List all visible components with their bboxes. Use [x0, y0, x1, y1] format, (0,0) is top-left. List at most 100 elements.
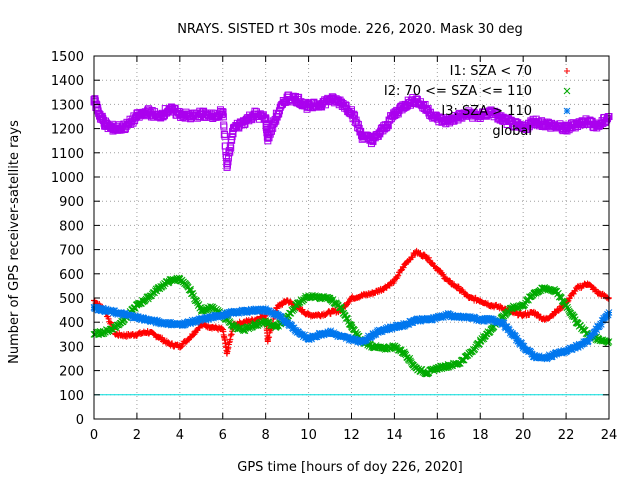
series-0-cloud-point [534, 311, 541, 318]
series-1-data-point [487, 326, 495, 333]
series-1-data-point [348, 323, 355, 331]
y-tick-label: 400 [59, 316, 84, 331]
series-3-data-point [122, 122, 130, 130]
legend-entry-marker [563, 87, 571, 95]
series-1-cloud-point [604, 339, 612, 347]
x-axis-label: GPS time [hours of doy 226, 2020] [237, 460, 462, 475]
series-3-data-point [251, 110, 259, 118]
series-1-data-point [391, 343, 398, 350]
series-1-cloud-point [486, 328, 494, 336]
series-2-data-point [358, 338, 366, 345]
y-tick-label: 1400 [51, 74, 84, 89]
series-0-data-point [123, 332, 130, 339]
series-1-cloud-point [290, 306, 298, 314]
series-1-data-point [369, 343, 377, 350]
y-axis-label: Number of GPS receiver-satellite rays [7, 120, 22, 364]
series-2-data-point [326, 328, 334, 336]
series-0-data-point [251, 316, 258, 323]
series-2-data-point [412, 316, 420, 324]
x-tick-label: 10 [300, 428, 317, 443]
series-3-data-point [487, 108, 495, 116]
series-1-data-point [187, 287, 194, 295]
series-3-data-point [380, 125, 388, 133]
series-2-data-point [197, 316, 205, 324]
series-0-data-point [133, 331, 140, 338]
series-2-cloud-point [202, 316, 210, 324]
series-1-data-point [562, 301, 570, 309]
x-tick-label: 2 [133, 428, 141, 443]
series-0-cloud-point [105, 315, 112, 322]
series-2-cloud-point [107, 306, 115, 314]
series-3-data-point [541, 120, 549, 128]
series-1-cloud-point [472, 343, 480, 351]
series-1-data-point [594, 335, 602, 343]
series-2-cloud-point [500, 319, 508, 327]
series-3-data-point [562, 125, 570, 133]
series-0-cloud-point [439, 271, 446, 278]
series-3-data-point [594, 122, 602, 130]
series-3-data-point [240, 117, 248, 125]
series-2-cloud-point [515, 338, 522, 345]
series-0-data-point [273, 304, 280, 311]
series-2-data-point [240, 307, 248, 315]
series-0-cloud-point [394, 273, 401, 280]
series-0-data-point [595, 290, 602, 297]
series-3-data-point [573, 120, 581, 128]
series-1-data-point [315, 294, 323, 302]
series-2-cloud-point [513, 334, 521, 342]
series-2-data-point [337, 333, 345, 341]
series-1-data-point [455, 359, 463, 367]
series-2 [90, 303, 613, 363]
series-2-data-point [294, 328, 302, 336]
series-3-data-point [264, 134, 272, 142]
series-3-data-point [176, 110, 184, 118]
series-2-data-point [369, 330, 377, 338]
series-0-cloud-point [266, 334, 273, 341]
series-2-data-point [165, 320, 173, 327]
series-3-data-point [530, 117, 538, 125]
series-1-data-point [294, 299, 302, 307]
series-1-data-point [541, 284, 548, 292]
y-tick-label: 300 [59, 340, 84, 355]
series-3-data-point [337, 98, 345, 106]
series-3-data-point [433, 115, 441, 123]
series-2-data-point [273, 311, 280, 319]
series-2-data-point [208, 314, 216, 321]
series-1-data-point [466, 350, 473, 358]
series-1-data-point [401, 350, 409, 358]
series-3-cloud-point [603, 115, 611, 123]
series-1-data-point [380, 345, 388, 353]
series-3-cloud-point [354, 120, 362, 128]
series-3-cloud-point [228, 136, 236, 144]
series-1-data-point [326, 294, 334, 302]
series-0-cloud-point [409, 254, 416, 261]
y-tick-label: 1500 [51, 50, 84, 65]
series-0-cloud-point [395, 272, 402, 279]
series-0-data-point [348, 295, 355, 301]
series-3-cloud-point [353, 119, 361, 127]
series-3-data-point [584, 117, 592, 125]
x-tick-label: 20 [515, 428, 532, 443]
series-2-data-point [176, 321, 184, 328]
series-2-cloud-point [551, 351, 558, 359]
series-3-data-point [508, 120, 516, 128]
y-tick-label: 1200 [51, 123, 84, 138]
series-0-data-point [477, 297, 484, 304]
y-tick-label: 200 [59, 365, 84, 380]
series-3-data-point [455, 113, 463, 120]
series-1-data-point [423, 369, 430, 377]
series-3-data-point [272, 113, 280, 120]
series-1-cloud-point [348, 322, 355, 329]
series-3-data-point [476, 113, 484, 120]
series-2-cloud-point [93, 303, 101, 311]
series-2-cloud-point [524, 346, 532, 354]
series-1-cloud-point [193, 297, 201, 305]
series-2-cloud-point [368, 332, 376, 340]
series-3-data-point [315, 100, 323, 108]
legend-entry-marker [564, 68, 570, 74]
series-2-data-point [380, 326, 388, 333]
series-2-data-point [122, 311, 130, 319]
x-tick-label: 24 [601, 428, 618, 443]
y-tick-label: 600 [59, 268, 84, 283]
